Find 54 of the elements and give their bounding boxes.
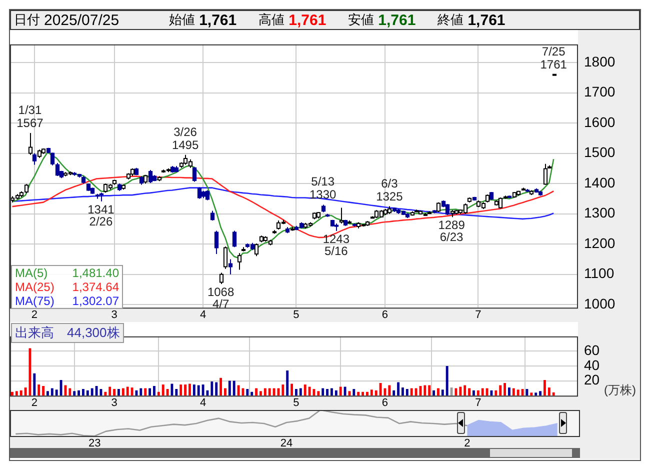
x-tick-label: 7 xyxy=(475,309,482,322)
annotation: 1068 4/7 xyxy=(207,285,234,312)
annotation: 5/13 1330 xyxy=(309,174,337,202)
y-tick-label: 60 xyxy=(584,342,600,358)
text: 1,761 xyxy=(378,12,416,28)
annotation: 1/31 1567 xyxy=(16,103,44,130)
y-tick-label: 20 xyxy=(584,372,600,388)
x-tick-label: 5 xyxy=(293,397,300,410)
x-tick-label: 24 xyxy=(280,438,293,450)
x-tick-label: 6 xyxy=(382,397,388,410)
text: 終値 xyxy=(438,11,464,29)
text: 高値 xyxy=(258,11,285,29)
y-tick-label: 1000 xyxy=(584,295,616,312)
x-tick-label: 2 xyxy=(31,397,38,410)
y-axis-title: (万株) xyxy=(604,383,636,397)
text: MA(75) xyxy=(15,294,54,308)
x-tick-label: 7 xyxy=(475,397,482,410)
x-tick-label: 23 xyxy=(88,438,101,450)
annotation: 3/26 1495 xyxy=(172,124,199,152)
text: 安値 xyxy=(348,11,374,29)
y-tick-label: 1100 xyxy=(584,265,614,282)
x-tick-label: 3 xyxy=(111,397,118,410)
annotation: 1,374.64 xyxy=(72,280,119,294)
y-tick-label: 1200 xyxy=(584,234,616,251)
x-tick-label: 4 xyxy=(200,397,206,410)
y-tick-label: 1500 xyxy=(584,144,616,160)
text: MA(25) xyxy=(15,280,54,294)
annotation: 1243 5/16 xyxy=(322,232,350,258)
y-tick-label: 1700 xyxy=(584,84,616,100)
annotation: 出来高 44,300株 xyxy=(11,323,124,343)
x-tick-label: 6 xyxy=(382,309,388,322)
annotation: 1,481.40 xyxy=(72,266,119,280)
annotation: 1341 2/26 xyxy=(88,202,115,228)
annotation: 7/25 1761 xyxy=(540,44,568,72)
text: 日付 xyxy=(14,11,40,29)
text: 1,761 xyxy=(468,12,506,28)
text: 1,761 xyxy=(288,12,326,28)
text: 始値 xyxy=(169,11,196,29)
text: 2025/07/25 xyxy=(44,12,120,28)
y-tick-label: 1600 xyxy=(584,114,616,130)
y-tick-label: 40 xyxy=(584,356,600,373)
x-tick-label: 4 xyxy=(200,309,206,322)
text: 1,761 xyxy=(199,12,237,28)
text: MA(5) xyxy=(15,266,48,280)
annotation: 1,302.07 xyxy=(72,294,119,308)
annotation: 6/3 1325 xyxy=(376,176,404,204)
annotation: 1289 6/23 xyxy=(438,218,466,244)
y-tick-label: 1800 xyxy=(584,53,616,70)
x-tick-label: 3 xyxy=(111,309,118,322)
x-tick-label: 2 xyxy=(464,438,470,450)
y-tick-label: 1300 xyxy=(584,204,616,221)
x-tick-label: 2 xyxy=(31,309,38,322)
x-tick-label: 5 xyxy=(293,309,300,322)
y-tick-label: 1400 xyxy=(584,174,616,190)
